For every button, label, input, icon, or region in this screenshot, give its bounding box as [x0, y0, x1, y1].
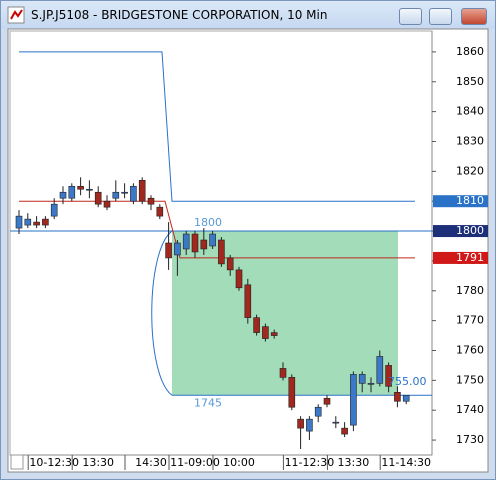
x-tick-label: 13:30: [338, 456, 370, 469]
window-title: S.JP.J5108 - BRIDGESTONE CORPORATION, 10…: [31, 8, 328, 22]
y-tick-label: 1770: [456, 314, 484, 327]
candle-body: [59, 191, 67, 199]
x-tick-label: 10:00: [223, 456, 255, 469]
candle-body: [297, 418, 304, 429]
y-tick-label: 1740: [456, 403, 484, 416]
candle-body: [226, 257, 234, 271]
candle-body: [86, 188, 93, 191]
candle-body: [235, 269, 243, 289]
price-tag: [433, 251, 488, 264]
candle-body: [288, 377, 296, 408]
y-tick-label: 1750: [456, 373, 484, 386]
candle-body: [147, 197, 155, 205]
candle-body: [358, 374, 366, 384]
candle-body: [218, 239, 225, 265]
candle-body: [306, 418, 313, 432]
candle-body: [24, 218, 32, 226]
candle-body: [350, 374, 357, 426]
candle-body: [262, 326, 269, 339]
y-tick-label: 1780: [456, 284, 484, 297]
candle-body: [376, 356, 384, 384]
candle-body: [314, 406, 322, 417]
step-line: [19, 51, 415, 202]
close-button[interactable]: [461, 8, 487, 25]
candle-body: [394, 391, 401, 402]
candle-body: [253, 317, 260, 333]
candle-body: [191, 233, 199, 253]
candle-body: [200, 239, 208, 250]
title-bar: S.JP.J5108 - BRIDGESTONE CORPORATION, 10…: [1, 1, 495, 29]
candle-body: [121, 191, 128, 194]
candle-body: [209, 233, 216, 247]
candle-body: [50, 203, 58, 217]
zone-label: 1745: [194, 396, 222, 409]
price-tag-label: 1791: [456, 251, 484, 264]
minimize-button[interactable]: [399, 8, 422, 25]
y-tick-label: 1860: [456, 45, 484, 58]
x-tick-label: 11-12:30: [285, 456, 335, 469]
y-tick-label: 1760: [456, 343, 484, 356]
candle-body: [33, 221, 40, 226]
candle-body: [103, 200, 111, 208]
y-tick-label: 1820: [456, 164, 484, 177]
candle-body: [385, 365, 392, 387]
candle-body: [341, 427, 348, 435]
candle-body: [15, 215, 23, 229]
candle-body: [165, 242, 172, 259]
candle-body: [402, 394, 410, 402]
candle-body: [130, 185, 137, 202]
x-tick-label: 14:30: [135, 456, 167, 469]
candle-body: [332, 421, 340, 424]
price-note: 755.00: [388, 375, 427, 388]
candle-body: [270, 332, 278, 336]
candle-body: [182, 233, 190, 250]
app-icon: [7, 6, 25, 24]
x-tick-label: 10-12:30: [29, 456, 79, 469]
candle-body: [367, 383, 375, 385]
x-tick-label: 13:30: [82, 456, 114, 469]
scroll-box[interactable]: [10, 454, 24, 470]
zone-label: 1800: [194, 216, 222, 229]
candle-body: [156, 206, 164, 217]
price-tag: [433, 225, 488, 238]
price-tag-label: 1810: [456, 194, 484, 207]
maximize-button[interactable]: [429, 8, 452, 25]
candle-body: [323, 397, 331, 405]
y-tick-label: 1730: [456, 433, 484, 446]
candle-body: [174, 242, 181, 256]
y-tick-label: 1850: [456, 75, 484, 88]
candle-body: [112, 191, 120, 199]
price-tag-label: 1800: [456, 224, 484, 237]
x-tick-label: 11-14:30: [381, 456, 431, 469]
candle-body: [279, 368, 287, 378]
x-tick-label: 11-09:00: [170, 456, 220, 469]
zone-arc: [151, 230, 173, 396]
y-tick-label: 1830: [456, 134, 484, 147]
candle-body: [68, 185, 76, 199]
candle-body: [42, 218, 49, 226]
candle-body: [94, 191, 102, 205]
candle-body: [77, 185, 84, 190]
candle-body: [244, 284, 252, 318]
price-tag: [433, 195, 488, 208]
candle-body: [138, 179, 146, 202]
y-tick-label: 1840: [456, 105, 484, 118]
step-line: [19, 200, 415, 259]
